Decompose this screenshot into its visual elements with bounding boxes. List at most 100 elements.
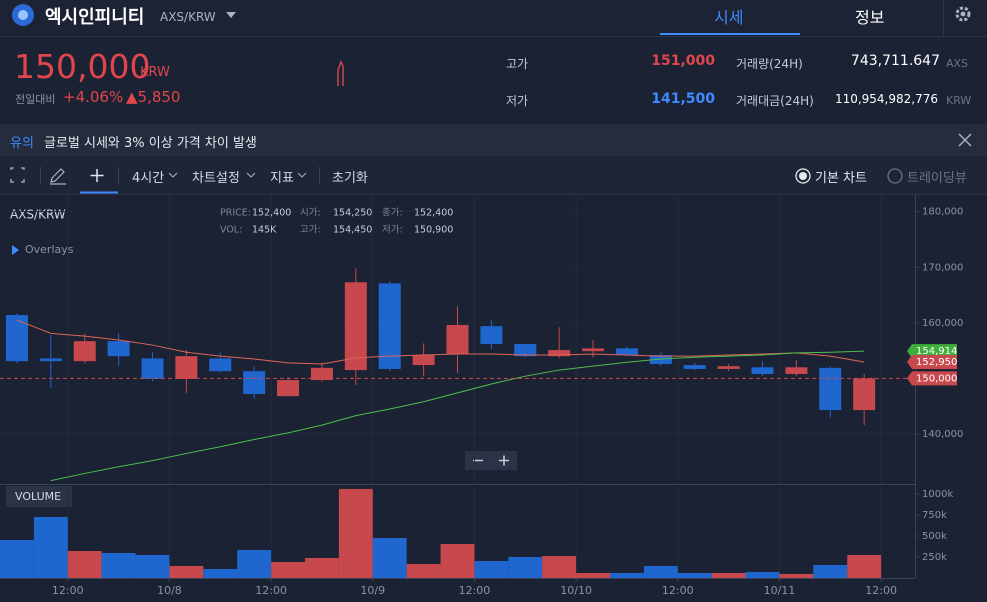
notice-text: 글로벌 시세와 3% 이상 가격 차이 발생 xyxy=(44,136,257,151)
candle-body xyxy=(412,355,435,366)
candle-body xyxy=(5,315,28,362)
zoom-buttons[interactable] xyxy=(465,451,517,470)
tab[interactable]: 시세 xyxy=(714,8,744,27)
price-tag xyxy=(907,371,957,386)
radio[interactable] xyxy=(887,168,903,184)
x-tick-label: 10/11 xyxy=(764,584,796,597)
toolbar-item[interactable]: 차트설정 xyxy=(192,171,240,186)
y-tick-label: 250k xyxy=(922,552,947,563)
volume-bar xyxy=(474,561,509,578)
y-tick-label: 160,000 xyxy=(922,318,963,329)
radio[interactable] xyxy=(795,168,811,184)
price-tag-label: 154,914 xyxy=(916,346,957,357)
candle-body xyxy=(548,350,571,357)
candle-body xyxy=(243,371,266,394)
x-tick-label: 12:00 xyxy=(662,584,694,597)
candle-body xyxy=(615,348,638,356)
sparkline xyxy=(337,60,344,86)
stat-unit: AXS xyxy=(946,57,969,70)
radio-dot xyxy=(799,172,807,180)
price-tag-label: 152,950 xyxy=(916,357,957,368)
volume-bar xyxy=(203,569,238,578)
x-tick-label: 10/10 xyxy=(560,584,592,597)
view-option[interactable]: 트레이딩뷰 xyxy=(907,171,967,186)
candle-body xyxy=(853,378,876,411)
overlays-label[interactable]: Overlays xyxy=(25,243,74,256)
volume-label: VOLUME xyxy=(15,490,61,503)
candle-body xyxy=(582,348,605,352)
candle-body xyxy=(107,341,130,357)
volume-badge xyxy=(6,486,72,507)
volume-bar xyxy=(745,572,780,578)
info-value: 150,900 xyxy=(414,225,453,236)
info-label: 저가: xyxy=(382,225,403,236)
candle-body xyxy=(175,356,198,379)
stat-label: 고가 xyxy=(506,57,529,71)
overlays-toggle[interactable] xyxy=(12,245,19,255)
chart-title: AXS/KRW xyxy=(10,208,66,222)
candle-body xyxy=(717,366,740,369)
volume-bar xyxy=(169,565,204,578)
draw-icon[interactable] xyxy=(50,168,66,185)
info-value: 154,450 xyxy=(333,225,372,236)
volume-bar xyxy=(33,516,68,578)
price-tag-label: 150,000 xyxy=(916,373,957,384)
info-label: VOL: xyxy=(220,225,242,236)
dropdown-caret[interactable] xyxy=(226,12,236,18)
candle-body xyxy=(209,358,232,372)
x-tick-label: 10/8 xyxy=(157,584,182,597)
volume-bar xyxy=(847,554,882,578)
settings-icon[interactable] xyxy=(955,6,971,22)
volume-bar xyxy=(677,572,712,578)
price-tag xyxy=(907,355,957,370)
view-option[interactable]: 기본 차트 xyxy=(815,171,867,186)
candle-body xyxy=(446,325,469,354)
toolbar-item[interactable]: 초기화 xyxy=(332,171,368,186)
volume-bar xyxy=(237,550,272,578)
header-bg xyxy=(0,0,987,36)
tab[interactable]: 정보 xyxy=(855,8,885,27)
candle-body xyxy=(514,343,537,357)
volume-bar xyxy=(67,551,102,578)
info-label: 고가: xyxy=(300,225,321,236)
volume-bar xyxy=(338,488,373,578)
crosshair-icon[interactable] xyxy=(90,169,104,182)
candle-body xyxy=(683,365,706,369)
volume-bar xyxy=(813,564,848,578)
info-value: 145K xyxy=(252,225,277,236)
dropdown-caret xyxy=(168,172,307,178)
volume-bar xyxy=(779,573,814,578)
toolbar-item[interactable]: 4시간 xyxy=(132,171,165,186)
change-label: 전일대비 xyxy=(15,93,56,106)
notice-tag: 유의 xyxy=(10,136,34,151)
stat-label: 거래대금(24H) xyxy=(736,94,814,108)
candle-body xyxy=(344,282,367,371)
y-tick-label: 750k xyxy=(922,510,947,521)
volume-bar xyxy=(643,565,678,578)
x-tick-label: 12:00 xyxy=(459,584,491,597)
volume-bar xyxy=(101,552,136,578)
toolbar-item[interactable]: 지표 xyxy=(270,171,294,186)
close-icon[interactable] xyxy=(958,133,972,147)
current-price: 150,000 xyxy=(14,47,151,86)
info-label: PRICE: xyxy=(220,208,251,219)
price-tag xyxy=(907,344,957,359)
volume-bar xyxy=(542,555,577,578)
candle-body xyxy=(649,355,672,364)
x-tick-label: 12:00 xyxy=(865,584,897,597)
stat-value: 151,000 xyxy=(651,53,715,69)
info-label: 종가: xyxy=(382,208,403,219)
y-tick-label: 180,000 xyxy=(922,207,963,218)
volume-bar xyxy=(271,562,305,578)
info-value: 152,400 xyxy=(252,208,291,219)
fullscreen-icon[interactable] xyxy=(10,167,25,183)
y-tick-label: 140,000 xyxy=(922,429,963,440)
candle-body xyxy=(141,358,164,379)
info-value: 152,400 xyxy=(414,208,453,219)
y-tick-label: 1000k xyxy=(922,489,953,500)
change-pct: +4.06% xyxy=(63,88,124,106)
candle-body xyxy=(819,367,842,411)
volume-bar xyxy=(508,556,543,578)
x-tick-label: 12:00 xyxy=(52,584,84,597)
